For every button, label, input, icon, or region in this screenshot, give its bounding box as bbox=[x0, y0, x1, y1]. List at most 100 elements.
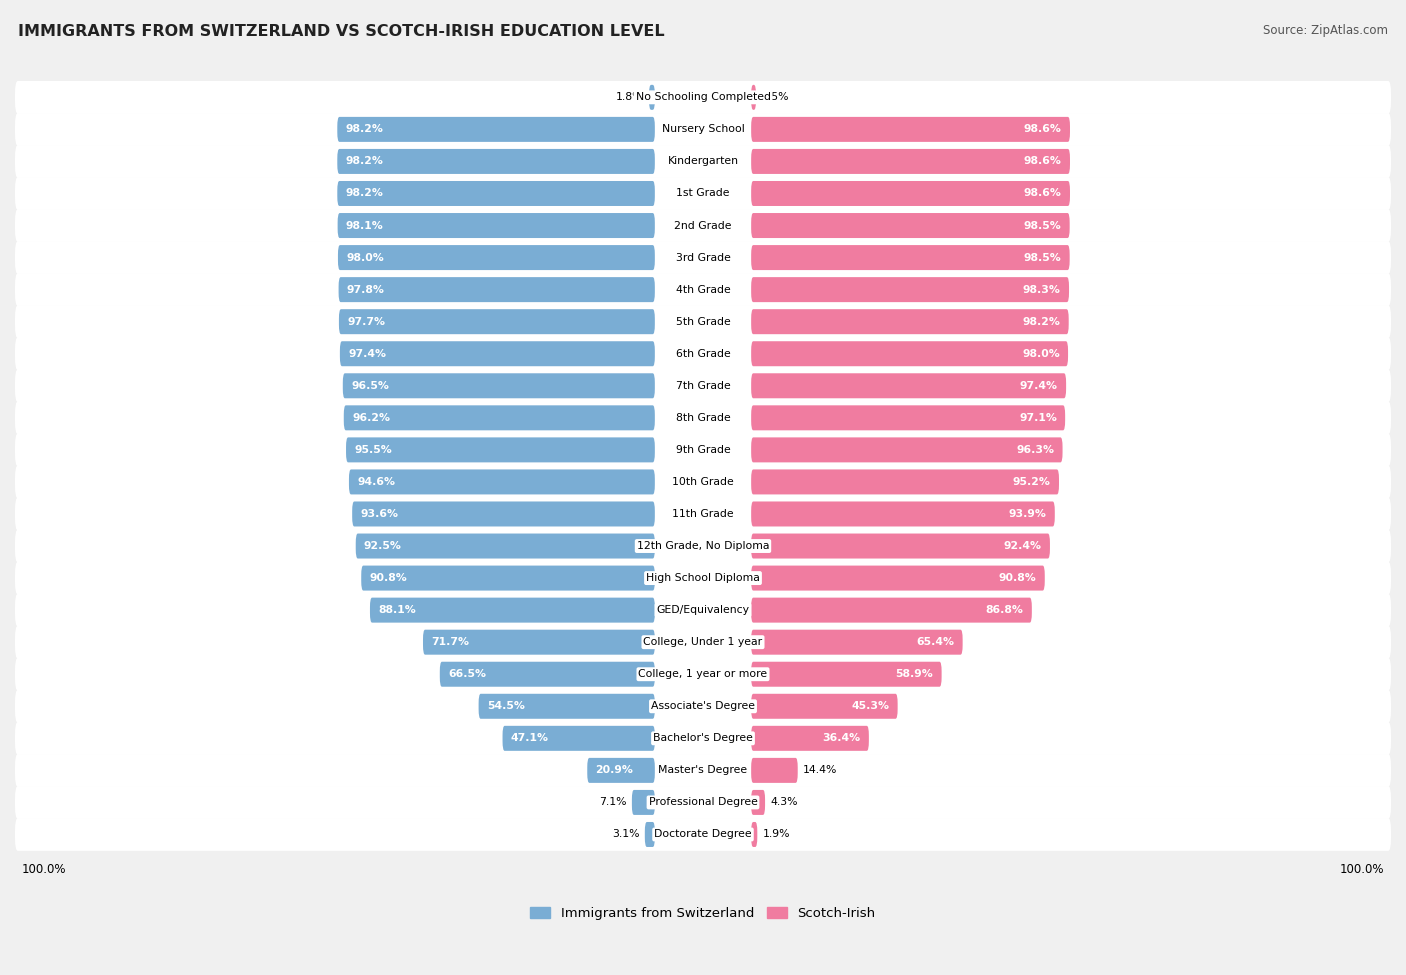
FancyBboxPatch shape bbox=[15, 626, 1391, 658]
Text: 12th Grade, No Diploma: 12th Grade, No Diploma bbox=[637, 541, 769, 551]
Text: 94.6%: 94.6% bbox=[357, 477, 395, 487]
FancyBboxPatch shape bbox=[352, 501, 655, 526]
FancyBboxPatch shape bbox=[751, 725, 869, 751]
FancyBboxPatch shape bbox=[650, 85, 655, 110]
Text: 7.1%: 7.1% bbox=[599, 798, 627, 807]
Text: Associate's Degree: Associate's Degree bbox=[651, 701, 755, 712]
FancyBboxPatch shape bbox=[15, 434, 1391, 466]
FancyBboxPatch shape bbox=[15, 113, 1391, 145]
Text: 100.0%: 100.0% bbox=[22, 863, 66, 877]
Text: 7th Grade: 7th Grade bbox=[676, 381, 730, 391]
FancyBboxPatch shape bbox=[15, 370, 1391, 402]
Text: 66.5%: 66.5% bbox=[449, 669, 486, 680]
FancyBboxPatch shape bbox=[440, 662, 655, 686]
Text: 97.7%: 97.7% bbox=[347, 317, 385, 327]
Text: 10th Grade: 10th Grade bbox=[672, 477, 734, 487]
Text: Source: ZipAtlas.com: Source: ZipAtlas.com bbox=[1263, 24, 1388, 37]
FancyBboxPatch shape bbox=[370, 598, 655, 623]
FancyBboxPatch shape bbox=[645, 822, 655, 847]
Text: No Schooling Completed: No Schooling Completed bbox=[636, 93, 770, 102]
Text: 47.1%: 47.1% bbox=[510, 733, 548, 743]
FancyBboxPatch shape bbox=[751, 373, 1066, 398]
Text: 98.2%: 98.2% bbox=[346, 188, 384, 199]
Text: 8th Grade: 8th Grade bbox=[676, 412, 730, 423]
Text: 98.5%: 98.5% bbox=[1024, 253, 1062, 262]
Text: 97.8%: 97.8% bbox=[347, 285, 385, 294]
FancyBboxPatch shape bbox=[356, 533, 655, 559]
Text: 97.1%: 97.1% bbox=[1019, 412, 1057, 423]
FancyBboxPatch shape bbox=[751, 822, 758, 847]
FancyBboxPatch shape bbox=[15, 562, 1391, 595]
Text: Professional Degree: Professional Degree bbox=[648, 798, 758, 807]
FancyBboxPatch shape bbox=[588, 758, 655, 783]
FancyBboxPatch shape bbox=[339, 277, 655, 302]
Text: 6th Grade: 6th Grade bbox=[676, 349, 730, 359]
FancyBboxPatch shape bbox=[15, 337, 1391, 370]
Text: 92.5%: 92.5% bbox=[364, 541, 402, 551]
FancyBboxPatch shape bbox=[361, 566, 655, 591]
Text: 96.2%: 96.2% bbox=[352, 412, 389, 423]
FancyBboxPatch shape bbox=[15, 81, 1391, 114]
FancyBboxPatch shape bbox=[751, 149, 1070, 174]
Text: 100.0%: 100.0% bbox=[1340, 863, 1384, 877]
Text: 98.2%: 98.2% bbox=[346, 156, 384, 167]
FancyBboxPatch shape bbox=[751, 694, 897, 719]
Text: IMMIGRANTS FROM SWITZERLAND VS SCOTCH-IRISH EDUCATION LEVEL: IMMIGRANTS FROM SWITZERLAND VS SCOTCH-IR… bbox=[18, 24, 665, 39]
FancyBboxPatch shape bbox=[343, 373, 655, 398]
FancyBboxPatch shape bbox=[751, 662, 942, 686]
Text: 98.6%: 98.6% bbox=[1024, 156, 1062, 167]
Text: 5th Grade: 5th Grade bbox=[676, 317, 730, 327]
Text: 3rd Grade: 3rd Grade bbox=[675, 253, 731, 262]
Text: 98.1%: 98.1% bbox=[346, 220, 384, 230]
Text: GED/Equivalency: GED/Equivalency bbox=[657, 605, 749, 615]
FancyBboxPatch shape bbox=[751, 501, 1054, 526]
Text: College, 1 year or more: College, 1 year or more bbox=[638, 669, 768, 680]
FancyBboxPatch shape bbox=[751, 598, 1032, 623]
FancyBboxPatch shape bbox=[337, 213, 655, 238]
Text: 88.1%: 88.1% bbox=[378, 605, 416, 615]
FancyBboxPatch shape bbox=[346, 438, 655, 462]
Text: 45.3%: 45.3% bbox=[852, 701, 890, 712]
FancyBboxPatch shape bbox=[15, 722, 1391, 755]
Text: Master's Degree: Master's Degree bbox=[658, 765, 748, 775]
Text: Bachelor's Degree: Bachelor's Degree bbox=[652, 733, 754, 743]
FancyBboxPatch shape bbox=[15, 402, 1391, 434]
FancyBboxPatch shape bbox=[478, 694, 655, 719]
FancyBboxPatch shape bbox=[751, 341, 1069, 367]
FancyBboxPatch shape bbox=[751, 309, 1069, 334]
FancyBboxPatch shape bbox=[337, 245, 655, 270]
FancyBboxPatch shape bbox=[15, 273, 1391, 306]
FancyBboxPatch shape bbox=[15, 145, 1391, 177]
FancyBboxPatch shape bbox=[631, 790, 655, 815]
Text: 9th Grade: 9th Grade bbox=[676, 445, 730, 455]
FancyBboxPatch shape bbox=[751, 630, 963, 654]
FancyBboxPatch shape bbox=[15, 529, 1391, 563]
FancyBboxPatch shape bbox=[751, 469, 1059, 494]
FancyBboxPatch shape bbox=[339, 309, 655, 334]
FancyBboxPatch shape bbox=[15, 177, 1391, 210]
Text: 54.5%: 54.5% bbox=[486, 701, 524, 712]
Text: Nursery School: Nursery School bbox=[662, 125, 744, 135]
Text: 20.9%: 20.9% bbox=[596, 765, 633, 775]
Text: 1.5%: 1.5% bbox=[762, 93, 789, 102]
FancyBboxPatch shape bbox=[751, 277, 1069, 302]
FancyBboxPatch shape bbox=[15, 658, 1391, 690]
Text: Doctorate Degree: Doctorate Degree bbox=[654, 830, 752, 839]
FancyBboxPatch shape bbox=[751, 438, 1063, 462]
Text: 90.8%: 90.8% bbox=[998, 573, 1036, 583]
FancyBboxPatch shape bbox=[344, 406, 655, 430]
FancyBboxPatch shape bbox=[751, 758, 797, 783]
FancyBboxPatch shape bbox=[15, 818, 1391, 851]
Text: 92.4%: 92.4% bbox=[1004, 541, 1042, 551]
Text: 4th Grade: 4th Grade bbox=[676, 285, 730, 294]
Text: 1.8%: 1.8% bbox=[616, 93, 644, 102]
Text: 98.3%: 98.3% bbox=[1024, 285, 1060, 294]
Text: 36.4%: 36.4% bbox=[823, 733, 860, 743]
FancyBboxPatch shape bbox=[751, 406, 1066, 430]
Text: 98.0%: 98.0% bbox=[346, 253, 384, 262]
FancyBboxPatch shape bbox=[751, 790, 765, 815]
Text: 3.1%: 3.1% bbox=[612, 830, 640, 839]
FancyBboxPatch shape bbox=[337, 149, 655, 174]
Text: College, Under 1 year: College, Under 1 year bbox=[644, 638, 762, 647]
FancyBboxPatch shape bbox=[15, 690, 1391, 722]
